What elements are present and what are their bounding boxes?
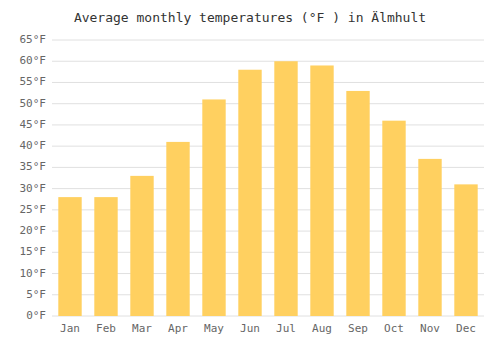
bar	[382, 121, 405, 316]
y-tick-label: 60°F	[20, 54, 47, 67]
y-tick-label: 30°F	[20, 182, 47, 195]
x-tick-label: Dec	[456, 322, 476, 335]
bar	[418, 159, 441, 316]
grid-line	[52, 103, 484, 104]
bar	[238, 70, 261, 316]
y-tick-label: 20°F	[20, 224, 47, 237]
chart-container: 0°F 5°F 10°F 15°F 20°F 25°F 30°F 35°F 40°F 45°F 50…	[0, 0, 500, 350]
x-tick-label: Feb	[96, 322, 116, 335]
x-tick-label: Jun	[240, 322, 260, 335]
x-axis: Jan Feb Mar Apr May Jun Jul Aug Sep Oct Nov Dec	[60, 322, 476, 335]
x-tick-label: May	[204, 322, 224, 335]
grid-line	[52, 124, 484, 125]
bar	[202, 99, 225, 316]
chart: 0°F 5°F 10°F 15°F 20°F 25°F 30°F 35°F 40°F 45°F 50…	[0, 0, 500, 350]
bar	[454, 184, 477, 316]
grid-line	[52, 40, 484, 41]
y-tick-label: 0°F	[26, 309, 46, 322]
y-tick-label: 10°F	[20, 267, 47, 280]
y-tick-label: 40°F	[20, 139, 47, 152]
y-tick-label: 25°F	[20, 203, 47, 216]
x-tick-label: Sep	[348, 322, 368, 335]
y-tick-label: 15°F	[20, 245, 47, 258]
y-tick-label: 35°F	[20, 160, 47, 173]
bar	[346, 91, 369, 316]
bar	[166, 142, 189, 316]
y-tick-label: 55°F	[20, 75, 47, 88]
y-axis: 0°F 5°F 10°F 15°F 20°F 25°F 30°F 35°F 40°F 45°F 50…	[20, 33, 47, 322]
x-tick-label: Jul	[276, 322, 296, 335]
y-tick-label: 50°F	[20, 97, 47, 110]
grid-line	[52, 61, 484, 62]
y-tick-label: 45°F	[20, 118, 47, 131]
grid-line	[52, 82, 484, 83]
x-tick-label: Jan	[60, 322, 80, 335]
bar	[94, 197, 117, 316]
bar	[130, 176, 153, 316]
bars	[58, 61, 477, 316]
x-tick-label: Nov	[420, 322, 440, 335]
bar	[310, 65, 333, 316]
x-tick-label: Oct	[384, 322, 404, 335]
x-tick-label: Aug	[312, 322, 332, 335]
x-tick-label: Mar	[132, 322, 152, 335]
y-tick-label: 5°F	[26, 288, 46, 301]
y-tick-label: 65°F	[20, 33, 47, 46]
bar	[274, 61, 297, 316]
bar	[58, 197, 81, 316]
grid-line	[52, 146, 484, 147]
title: Average monthly temperatures (°F ) in Äl…	[74, 10, 426, 25]
y-grid	[52, 40, 484, 316]
x-tick-label: Apr	[168, 322, 188, 335]
